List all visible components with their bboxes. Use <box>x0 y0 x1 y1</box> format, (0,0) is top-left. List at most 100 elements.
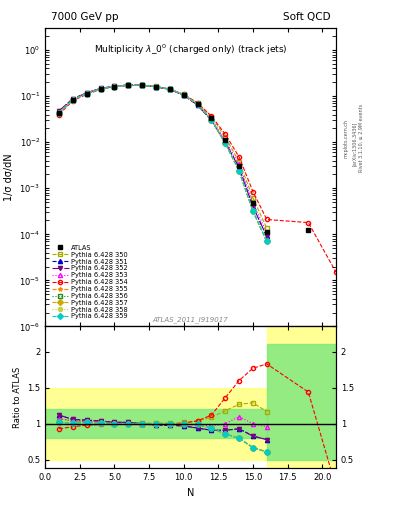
Text: ATLAS_2011_I919017: ATLAS_2011_I919017 <box>153 317 228 324</box>
Pythia 6.428 356 <box>154 83 158 90</box>
Line: Pythia 6.428 356: Pythia 6.428 356 <box>57 83 269 244</box>
Pythia 6.428 355 <box>84 91 89 97</box>
Pythia 6.428 352 <box>112 83 117 89</box>
Pythia 6.428 350 <box>112 83 117 90</box>
ATLAS <box>181 92 186 98</box>
ATLAS <box>264 228 269 234</box>
Pythia 6.428 350 <box>84 90 89 96</box>
ATLAS <box>112 83 117 90</box>
Pythia 6.428 356 <box>140 82 145 89</box>
Pythia 6.428 355 <box>70 97 75 103</box>
Pythia 6.428 358 <box>237 168 241 174</box>
Pythia 6.428 354 <box>306 220 311 226</box>
Pythia 6.428 351 <box>98 86 103 92</box>
Pythia 6.428 351 <box>223 139 228 145</box>
ATLAS <box>195 101 200 107</box>
Pythia 6.428 357 <box>181 92 186 98</box>
Pythia 6.428 354 <box>112 83 117 90</box>
Pythia 6.428 359 <box>57 110 61 116</box>
Pythia 6.428 357 <box>84 91 89 97</box>
Pythia 6.428 354 <box>167 86 172 92</box>
Pythia 6.428 353 <box>237 161 241 167</box>
Pythia 6.428 353 <box>167 86 172 92</box>
Pythia 6.428 353 <box>70 96 75 102</box>
Pythia 6.428 355 <box>140 82 145 89</box>
Pythia 6.428 355 <box>264 239 269 245</box>
Pythia 6.428 356 <box>264 239 269 245</box>
Pythia 6.428 351 <box>237 165 241 171</box>
Pythia 6.428 354 <box>251 188 255 195</box>
Pythia 6.428 358 <box>195 101 200 108</box>
Pythia 6.428 353 <box>251 200 255 206</box>
Pythia 6.428 354 <box>181 91 186 97</box>
Legend: ATLAS, Pythia 6.428 350, Pythia 6.428 351, Pythia 6.428 352, Pythia 6.428 353, P: ATLAS, Pythia 6.428 350, Pythia 6.428 35… <box>51 244 129 320</box>
Pythia 6.428 355 <box>98 86 103 92</box>
Line: Pythia 6.428 358: Pythia 6.428 358 <box>57 83 269 244</box>
Pythia 6.428 356 <box>209 117 214 123</box>
Pythia 6.428 352 <box>84 90 89 96</box>
Line: Pythia 6.428 350: Pythia 6.428 350 <box>57 83 269 230</box>
Pythia 6.428 356 <box>126 82 130 89</box>
Pythia 6.428 352 <box>167 87 172 93</box>
Pythia 6.428 351 <box>154 83 158 90</box>
Pythia 6.428 351 <box>209 117 214 123</box>
Pythia 6.428 354 <box>98 87 103 93</box>
Pythia 6.428 352 <box>195 102 200 108</box>
ATLAS <box>167 86 172 92</box>
Pythia 6.428 358 <box>264 239 269 245</box>
ATLAS <box>209 115 214 121</box>
Pythia 6.428 359 <box>251 208 255 214</box>
Pythia 6.428 354 <box>237 154 241 160</box>
Pythia 6.428 351 <box>126 82 130 88</box>
Pythia 6.428 355 <box>154 83 158 90</box>
Pythia 6.428 352 <box>126 82 130 88</box>
Pythia 6.428 357 <box>195 101 200 108</box>
Pythia 6.428 351 <box>140 82 145 89</box>
Pythia 6.428 359 <box>84 91 89 97</box>
Pythia 6.428 353 <box>209 116 214 122</box>
Pythia 6.428 358 <box>223 140 228 146</box>
Pythia 6.428 358 <box>181 92 186 98</box>
Pythia 6.428 350 <box>195 100 200 106</box>
Pythia 6.428 357 <box>70 97 75 103</box>
Pythia 6.428 351 <box>84 90 89 96</box>
Text: mcplots.cern.ch: mcplots.cern.ch <box>344 119 349 158</box>
Pythia 6.428 357 <box>209 117 214 123</box>
ATLAS <box>154 83 158 90</box>
Pythia 6.428 355 <box>209 117 214 123</box>
Pythia 6.428 358 <box>251 208 255 214</box>
Text: 7000 GeV pp: 7000 GeV pp <box>51 12 119 22</box>
Text: Multiplicity $\lambda\_0^0$ (charged only) (track jets): Multiplicity $\lambda\_0^0$ (charged onl… <box>94 43 287 57</box>
Pythia 6.428 354 <box>140 82 145 89</box>
Text: [arXiv:1306.3436]: [arXiv:1306.3436] <box>352 121 357 165</box>
Pythia 6.428 358 <box>98 86 103 92</box>
Pythia 6.428 352 <box>140 82 145 89</box>
Pythia 6.428 357 <box>98 86 103 92</box>
Pythia 6.428 358 <box>167 86 172 92</box>
Pythia 6.428 357 <box>57 110 61 116</box>
Pythia 6.428 352 <box>209 117 214 123</box>
Pythia 6.428 355 <box>195 101 200 108</box>
Pythia 6.428 354 <box>126 82 130 89</box>
Pythia 6.428 352 <box>98 86 103 92</box>
Pythia 6.428 356 <box>167 86 172 92</box>
Pythia 6.428 353 <box>57 109 61 115</box>
X-axis label: N: N <box>187 488 194 498</box>
ATLAS <box>70 97 75 103</box>
Pythia 6.428 355 <box>223 140 228 146</box>
Pythia 6.428 354 <box>70 98 75 104</box>
Pythia 6.428 359 <box>98 86 103 92</box>
Pythia 6.428 352 <box>237 165 241 171</box>
Bar <box>45 388 267 460</box>
Pythia 6.428 358 <box>126 82 130 89</box>
Pythia 6.428 356 <box>84 91 89 97</box>
Pythia 6.428 356 <box>195 101 200 108</box>
Pythia 6.428 359 <box>195 101 200 108</box>
Pythia 6.428 359 <box>126 82 130 89</box>
Pythia 6.428 359 <box>237 168 241 174</box>
ATLAS <box>98 86 103 92</box>
Pythia 6.428 356 <box>223 140 228 146</box>
Pythia 6.428 358 <box>140 82 145 89</box>
Pythia 6.428 354 <box>209 113 214 119</box>
Bar <box>45 410 267 438</box>
